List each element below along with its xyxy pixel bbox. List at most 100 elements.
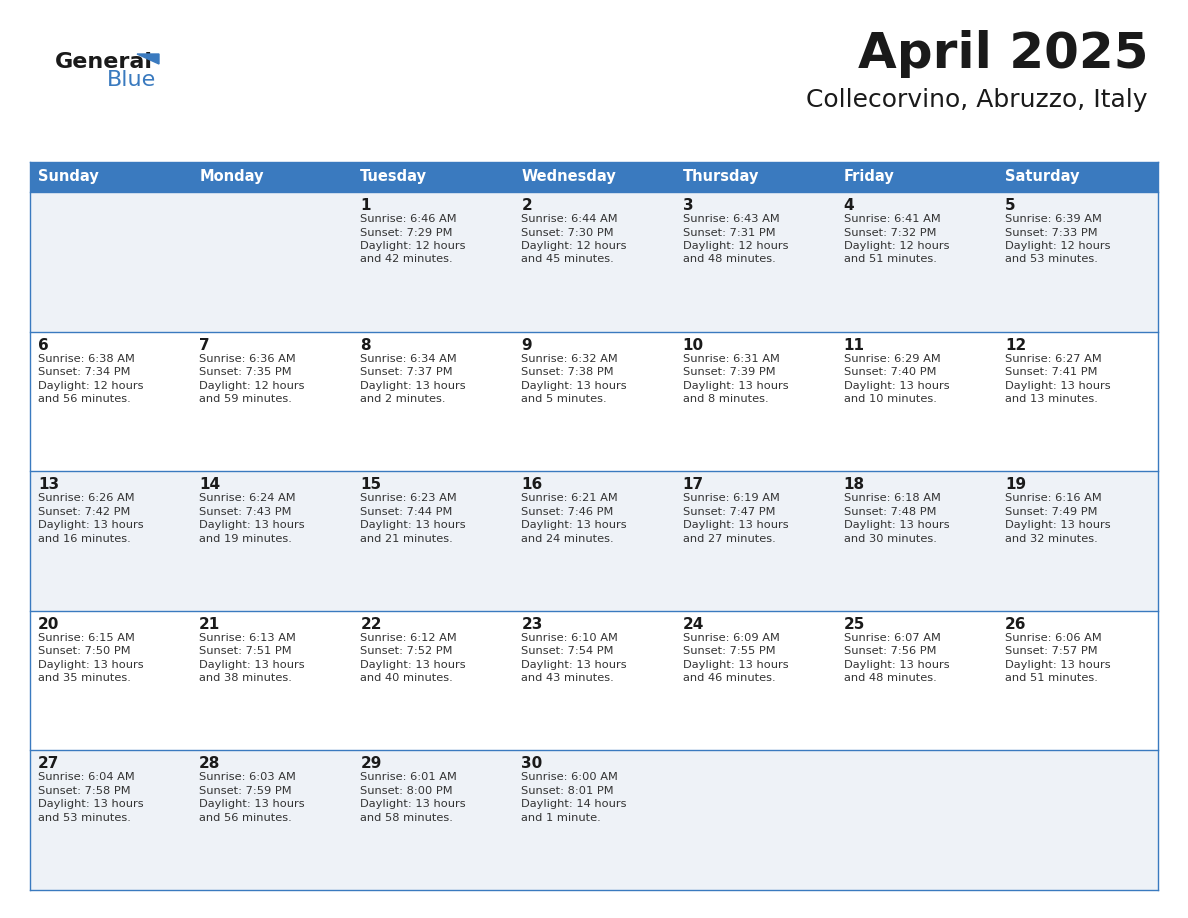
Text: Sunrise: 6:27 AM: Sunrise: 6:27 AM xyxy=(1005,353,1101,364)
Text: 17: 17 xyxy=(683,477,703,492)
Text: Sunrise: 6:03 AM: Sunrise: 6:03 AM xyxy=(200,772,296,782)
Text: Wednesday: Wednesday xyxy=(522,170,617,185)
Text: Tuesday: Tuesday xyxy=(360,170,428,185)
Text: Collecorvino, Abruzzo, Italy: Collecorvino, Abruzzo, Italy xyxy=(807,88,1148,112)
Text: Sunset: 7:30 PM: Sunset: 7:30 PM xyxy=(522,228,614,238)
Text: Daylight: 13 hours: Daylight: 13 hours xyxy=(522,521,627,531)
Text: Daylight: 13 hours: Daylight: 13 hours xyxy=(38,521,144,531)
Text: 15: 15 xyxy=(360,477,381,492)
Text: Sunrise: 6:31 AM: Sunrise: 6:31 AM xyxy=(683,353,779,364)
Text: and 53 minutes.: and 53 minutes. xyxy=(38,813,131,823)
Text: Daylight: 14 hours: Daylight: 14 hours xyxy=(522,800,627,810)
Text: Daylight: 13 hours: Daylight: 13 hours xyxy=(683,660,788,670)
Text: Daylight: 13 hours: Daylight: 13 hours xyxy=(200,660,305,670)
Text: 22: 22 xyxy=(360,617,381,632)
Text: Daylight: 12 hours: Daylight: 12 hours xyxy=(38,381,144,390)
Text: 8: 8 xyxy=(360,338,371,353)
Text: 24: 24 xyxy=(683,617,704,632)
Text: Daylight: 13 hours: Daylight: 13 hours xyxy=(360,800,466,810)
Text: Sunrise: 6:15 AM: Sunrise: 6:15 AM xyxy=(38,633,135,643)
Text: Daylight: 13 hours: Daylight: 13 hours xyxy=(683,521,788,531)
Text: and 24 minutes.: and 24 minutes. xyxy=(522,533,614,543)
Text: and 2 minutes.: and 2 minutes. xyxy=(360,394,446,404)
Text: Daylight: 12 hours: Daylight: 12 hours xyxy=(1005,241,1111,251)
Text: Blue: Blue xyxy=(107,70,157,90)
Text: Sunset: 7:29 PM: Sunset: 7:29 PM xyxy=(360,228,453,238)
Text: Sunset: 7:44 PM: Sunset: 7:44 PM xyxy=(360,507,453,517)
Text: Daylight: 13 hours: Daylight: 13 hours xyxy=(38,660,144,670)
Text: 25: 25 xyxy=(843,617,865,632)
Text: Sunset: 7:41 PM: Sunset: 7:41 PM xyxy=(1005,367,1098,377)
Text: and 51 minutes.: and 51 minutes. xyxy=(843,254,936,264)
Text: Sunset: 7:32 PM: Sunset: 7:32 PM xyxy=(843,228,936,238)
Text: 30: 30 xyxy=(522,756,543,771)
Text: Sunrise: 6:29 AM: Sunrise: 6:29 AM xyxy=(843,353,941,364)
Text: Daylight: 13 hours: Daylight: 13 hours xyxy=(683,381,788,390)
Text: and 43 minutes.: and 43 minutes. xyxy=(522,673,614,683)
Text: and 19 minutes.: and 19 minutes. xyxy=(200,533,292,543)
Text: Sunset: 7:34 PM: Sunset: 7:34 PM xyxy=(38,367,131,377)
Text: Sunrise: 6:36 AM: Sunrise: 6:36 AM xyxy=(200,353,296,364)
Text: Sunset: 7:43 PM: Sunset: 7:43 PM xyxy=(200,507,291,517)
Text: 7: 7 xyxy=(200,338,210,353)
Text: Sunset: 7:37 PM: Sunset: 7:37 PM xyxy=(360,367,453,377)
Bar xyxy=(30,610,1158,750)
Text: and 32 minutes.: and 32 minutes. xyxy=(1005,533,1098,543)
Text: Daylight: 13 hours: Daylight: 13 hours xyxy=(1005,521,1111,531)
Text: Daylight: 12 hours: Daylight: 12 hours xyxy=(843,241,949,251)
Text: 18: 18 xyxy=(843,477,865,492)
Text: Sunrise: 6:19 AM: Sunrise: 6:19 AM xyxy=(683,493,779,503)
Text: Sunset: 7:58 PM: Sunset: 7:58 PM xyxy=(38,786,131,796)
Text: Daylight: 13 hours: Daylight: 13 hours xyxy=(360,521,466,531)
Text: 1: 1 xyxy=(360,198,371,213)
Text: and 42 minutes.: and 42 minutes. xyxy=(360,254,453,264)
Bar xyxy=(30,750,1158,890)
Text: 3: 3 xyxy=(683,198,693,213)
Text: and 30 minutes.: and 30 minutes. xyxy=(843,533,936,543)
Text: Sunrise: 6:34 AM: Sunrise: 6:34 AM xyxy=(360,353,457,364)
Bar xyxy=(353,162,513,192)
Text: Sunset: 7:50 PM: Sunset: 7:50 PM xyxy=(38,646,131,656)
Text: Sunrise: 6:16 AM: Sunrise: 6:16 AM xyxy=(1005,493,1101,503)
Text: Sunset: 7:56 PM: Sunset: 7:56 PM xyxy=(843,646,936,656)
Text: 11: 11 xyxy=(843,338,865,353)
Text: Sunrise: 6:38 AM: Sunrise: 6:38 AM xyxy=(38,353,135,364)
Text: 6: 6 xyxy=(38,338,49,353)
Text: Sunrise: 6:41 AM: Sunrise: 6:41 AM xyxy=(843,214,941,224)
Text: Daylight: 13 hours: Daylight: 13 hours xyxy=(1005,660,1111,670)
Text: Daylight: 13 hours: Daylight: 13 hours xyxy=(360,381,466,390)
Text: and 5 minutes.: and 5 minutes. xyxy=(522,394,607,404)
Text: Sunrise: 6:39 AM: Sunrise: 6:39 AM xyxy=(1005,214,1101,224)
Text: and 13 minutes.: and 13 minutes. xyxy=(1005,394,1098,404)
Text: Sunrise: 6:00 AM: Sunrise: 6:00 AM xyxy=(522,772,618,782)
Text: Sunrise: 6:24 AM: Sunrise: 6:24 AM xyxy=(200,493,296,503)
Text: 29: 29 xyxy=(360,756,381,771)
Text: Sunset: 7:35 PM: Sunset: 7:35 PM xyxy=(200,367,292,377)
Text: 16: 16 xyxy=(522,477,543,492)
Text: Daylight: 13 hours: Daylight: 13 hours xyxy=(843,521,949,531)
Text: 13: 13 xyxy=(38,477,59,492)
Bar xyxy=(675,162,835,192)
Text: Sunrise: 6:21 AM: Sunrise: 6:21 AM xyxy=(522,493,618,503)
Bar xyxy=(191,162,353,192)
Text: 12: 12 xyxy=(1005,338,1026,353)
Text: Saturday: Saturday xyxy=(1005,170,1080,185)
Bar xyxy=(30,162,191,192)
Text: 9: 9 xyxy=(522,338,532,353)
Text: Sunrise: 6:10 AM: Sunrise: 6:10 AM xyxy=(522,633,618,643)
Bar xyxy=(30,331,1158,471)
Text: Sunset: 7:39 PM: Sunset: 7:39 PM xyxy=(683,367,776,377)
Text: Daylight: 13 hours: Daylight: 13 hours xyxy=(843,660,949,670)
Text: Sunrise: 6:04 AM: Sunrise: 6:04 AM xyxy=(38,772,134,782)
Text: and 35 minutes.: and 35 minutes. xyxy=(38,673,131,683)
Text: Monday: Monday xyxy=(200,170,264,185)
Text: Sunset: 8:00 PM: Sunset: 8:00 PM xyxy=(360,786,453,796)
Text: Daylight: 12 hours: Daylight: 12 hours xyxy=(200,381,304,390)
Text: and 46 minutes.: and 46 minutes. xyxy=(683,673,776,683)
Text: Sunset: 7:48 PM: Sunset: 7:48 PM xyxy=(843,507,936,517)
Text: Sunset: 7:40 PM: Sunset: 7:40 PM xyxy=(843,367,936,377)
Text: 23: 23 xyxy=(522,617,543,632)
Text: 19: 19 xyxy=(1005,477,1026,492)
Text: 27: 27 xyxy=(38,756,59,771)
Text: April 2025: April 2025 xyxy=(858,30,1148,78)
